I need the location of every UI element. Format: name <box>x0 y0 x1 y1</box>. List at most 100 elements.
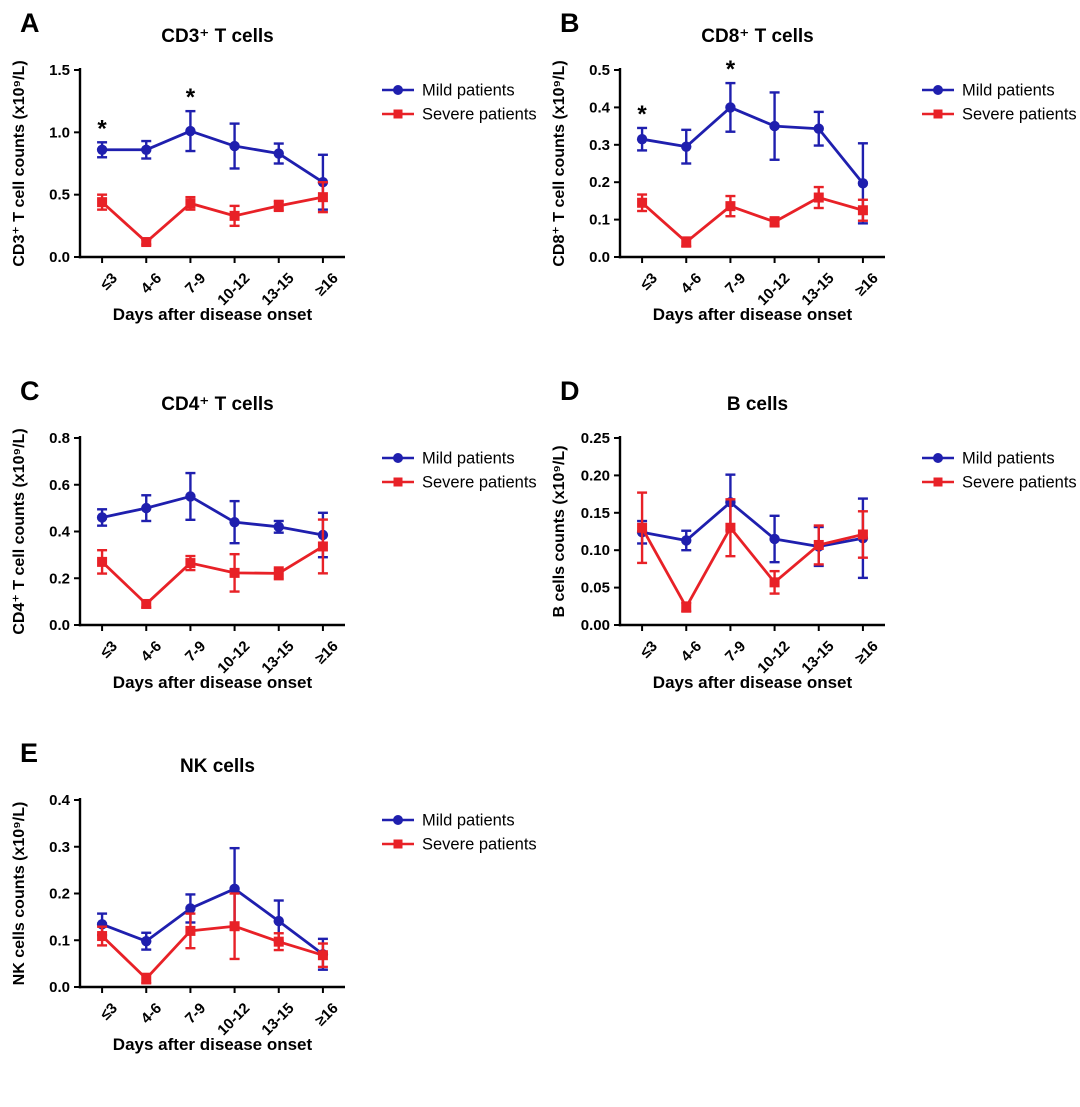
data-point-circle <box>725 102 736 113</box>
data-point-circle <box>681 535 692 546</box>
y-tick-label: 0.0 <box>49 249 70 266</box>
y-tick-label: 0.5 <box>49 187 70 204</box>
series-severe-patients <box>97 180 328 248</box>
y-tick-label: 0.0 <box>49 979 70 996</box>
y-axis-title: CD8⁺ T cell counts (x10⁹/L) <box>551 60 568 266</box>
chart-title: CD4⁺ T cells <box>161 394 273 415</box>
y-tick-label: 0.5 <box>589 62 610 79</box>
data-point-square <box>229 567 240 578</box>
data-point-circle <box>229 883 240 895</box>
data-point-square <box>769 577 780 588</box>
data-point-circle <box>96 512 108 523</box>
data-point-circle <box>273 521 284 533</box>
x-tick-label: 4-6 <box>678 638 705 665</box>
panel-letter-b: B <box>560 8 580 38</box>
data-point-circle <box>141 144 152 155</box>
series-mild-patients <box>96 846 329 971</box>
x-tick-label: ≥16 <box>312 638 342 668</box>
data-point-square <box>273 936 284 947</box>
legend-label: Mild patients <box>962 82 1055 100</box>
x-axis-title: Days after disease onset <box>113 1035 313 1054</box>
x-tick-label: ≥16 <box>312 270 342 300</box>
chart-cd3-t-cells: CD3⁺ T cells 0.0 0.5 1.0 1.5 ≤3 4-6 7-9 10-12 13-… <box>0 4 540 372</box>
data-point-square <box>725 522 736 533</box>
x-tick-label: 13-15 <box>798 270 837 309</box>
series-mild-patients <box>96 471 329 559</box>
legend-marker-circle <box>933 453 943 463</box>
legend-label: Severe patients <box>962 474 1077 492</box>
data-point-square <box>317 192 328 203</box>
chart-b-cells: B cells 0.00 0.05 0.10 0.15 0.20 0.25 ≤3 4-6 7-9 1… <box>540 372 1080 740</box>
legend-marker-circle <box>393 815 403 825</box>
series-line <box>641 196 864 244</box>
x-tick-label: 4-6 <box>138 1000 165 1027</box>
y-tick-label: 0.2 <box>589 174 610 191</box>
data-point-square <box>681 602 692 613</box>
legend-marker-circle <box>393 453 403 463</box>
x-tick-label: ≤3 <box>637 270 661 294</box>
data-point-circle <box>273 148 284 159</box>
data-point-square <box>317 541 328 552</box>
x-tick-label: 7-9 <box>722 638 749 665</box>
x-tick-label: 7-9 <box>182 1000 209 1027</box>
series-mild-patients <box>96 109 329 211</box>
data-point-circle <box>96 144 108 155</box>
x-tick-label: ≤3 <box>637 638 661 662</box>
y-tick-label: 0.20 <box>581 467 610 484</box>
data-point-circle <box>857 178 869 189</box>
data-point-circle <box>185 903 196 914</box>
panel-letter-c: C <box>20 376 40 406</box>
x-tick-label: ≥16 <box>852 638 882 668</box>
data-point-square <box>813 192 824 203</box>
x-tick-label: 10-12 <box>754 638 793 677</box>
y-tick-label: 0.4 <box>49 524 71 541</box>
series-line <box>102 129 324 184</box>
x-tick-label: 7-9 <box>722 270 749 297</box>
x-tick-label: ≥16 <box>312 1000 342 1030</box>
legend-marker-square <box>933 477 943 487</box>
y-tick-label: 1.5 <box>49 62 70 79</box>
data-point-circle <box>185 125 196 137</box>
data-point-square <box>273 200 284 211</box>
significance-asterisk: * <box>186 84 196 111</box>
x-tick-label: 7-9 <box>182 270 209 297</box>
panel-cd8-t-cells: B CD8⁺ T cells 0.0 0.1 0.2 0.3 0.4 0.5 ≤3 4-6 7-9… <box>540 4 1080 372</box>
legend-marker-square <box>393 109 403 119</box>
x-axis-title: Days after disease onset <box>113 305 313 324</box>
series-line <box>641 500 864 548</box>
panel-cd3-t-cells: A CD3⁺ T cells 0.0 0.5 1.0 1.5 ≤3 4-6 7-9 10-12 1… <box>0 4 540 372</box>
data-point-circle <box>769 120 780 132</box>
legend-label: Mild patients <box>422 812 515 830</box>
y-tick-label: 1.0 <box>49 124 70 141</box>
legend-marker-square <box>393 839 403 849</box>
x-tick-label: 10-12 <box>214 638 253 677</box>
data-point-square <box>637 197 648 208</box>
data-point-circle <box>229 516 240 528</box>
data-point-square <box>317 950 328 961</box>
chart-nk-cells: NK cells 0.0 0.1 0.2 0.3 0.4 ≤3 4-6 7-9 10-12 13-1… <box>0 734 540 1102</box>
x-tick-label: 4-6 <box>138 270 165 297</box>
x-tick-label: ≥16 <box>852 270 882 300</box>
x-tick-label: 13-15 <box>258 1000 297 1039</box>
data-point-square <box>813 539 824 550</box>
series-severe-patients <box>97 518 328 609</box>
x-axis-title: Days after disease onset <box>653 673 853 692</box>
series-line <box>101 887 324 956</box>
chart-title: NK cells <box>180 756 255 777</box>
panel-nk-cells: E NK cells 0.0 0.1 0.2 0.3 0.4 ≤3 4-6 7-9 10-12 13… <box>0 734 540 1102</box>
y-tick-label: 0.4 <box>49 792 71 809</box>
series-line <box>101 545 324 606</box>
data-point-square <box>637 522 648 533</box>
x-tick-label: ≤3 <box>97 638 121 662</box>
data-point-circle <box>141 502 152 514</box>
significance-asterisk: * <box>726 56 736 83</box>
x-tick-label: 13-15 <box>798 638 837 677</box>
data-point-square <box>857 529 868 540</box>
data-point-square <box>725 201 736 212</box>
data-point-circle <box>769 533 780 545</box>
panel-letter-e: E <box>20 738 39 768</box>
chart-title: B cells <box>727 394 788 415</box>
y-tick-label: 0.3 <box>589 137 610 154</box>
data-point-square <box>185 925 196 936</box>
